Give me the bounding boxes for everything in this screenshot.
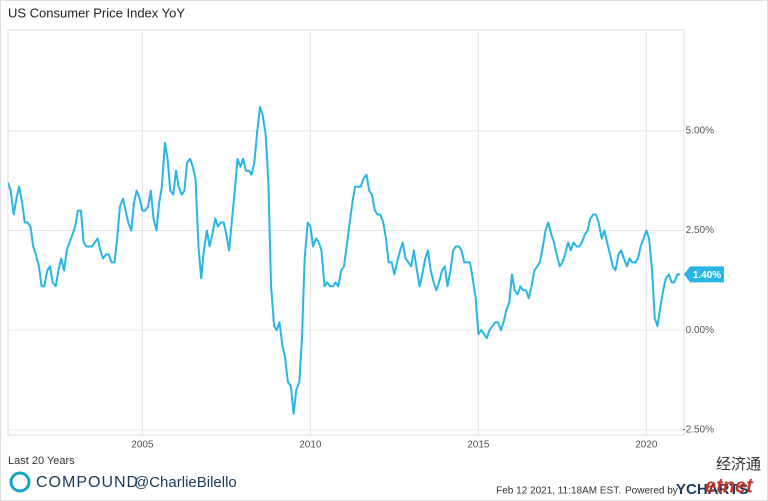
powered-by: Powered by bbox=[625, 486, 678, 497]
timestamp: Feb 12 2021, 11:18AM EST. bbox=[496, 486, 621, 497]
plot-area bbox=[7, 29, 685, 436]
watermark-cn: 经济通 bbox=[716, 456, 761, 473]
y-tick-label: 0.00% bbox=[686, 325, 714, 336]
y-tick-label: 5.00% bbox=[686, 125, 714, 136]
handle: @CharlieBilello bbox=[134, 474, 237, 491]
y-tick-label: 2.50% bbox=[686, 225, 714, 236]
y-tick-label: -2.50% bbox=[682, 424, 714, 435]
x-tick-label: 2005 bbox=[131, 440, 154, 451]
brand: COMPOUND bbox=[36, 474, 139, 491]
chart-title: US Consumer Price Index YoY bbox=[8, 5, 185, 20]
value-badge-label: 1.40% bbox=[693, 270, 721, 281]
brand-logo bbox=[9, 471, 31, 493]
source-logo: YCHARTS bbox=[676, 481, 749, 498]
x-tick-label: 2015 bbox=[467, 440, 490, 451]
watermark-en: etnet bbox=[705, 475, 754, 497]
value-badge bbox=[684, 266, 724, 283]
line bbox=[8, 105, 680, 415]
x-tick-label: 2010 bbox=[299, 440, 322, 451]
x-tick-label: 2020 bbox=[635, 440, 658, 451]
subtitle: Last 20 Years bbox=[8, 455, 75, 467]
